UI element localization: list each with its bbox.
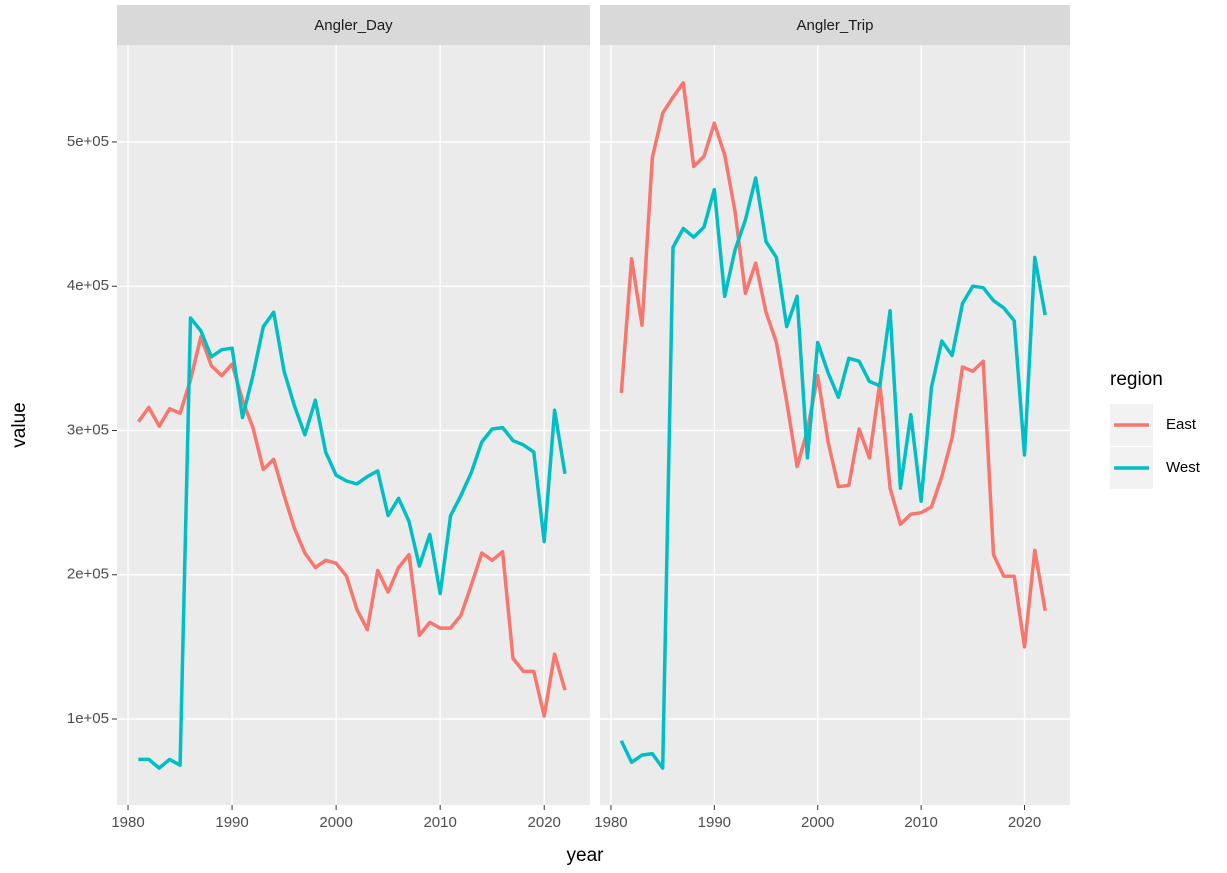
series-line — [619, 81, 1047, 649]
y-tick-label: 1e+05 — [67, 710, 109, 727]
x-tick-label: 2010 — [423, 814, 456, 831]
x-tick-label: 1990 — [215, 814, 248, 831]
y-axis-label: value — [9, 402, 30, 447]
x-tick-label: 2020 — [528, 814, 561, 831]
x-tick-label: 1980 — [594, 814, 627, 831]
series-line — [138, 310, 567, 770]
x-tick-label: 2000 — [319, 814, 352, 831]
legend-label: East — [1166, 416, 1197, 433]
y-tick-label: 3e+05 — [67, 421, 109, 438]
legend-label: West — [1166, 459, 1201, 476]
series-line — [136, 334, 567, 718]
y-tick-label: 4e+05 — [67, 277, 109, 294]
x-tick-label: 1990 — [698, 814, 731, 831]
x-tick-label: 2020 — [1008, 814, 1041, 831]
strip-label: Angler_Trip — [797, 17, 874, 34]
strip-background — [117, 5, 590, 45]
panel-background — [600, 45, 1070, 805]
y-tick-label: 2e+05 — [67, 566, 109, 583]
x-tick-label: 1980 — [111, 814, 144, 831]
strip-label: Angler_Day — [314, 17, 393, 34]
x-tick-label: 2010 — [904, 814, 937, 831]
x-tick-label: 2000 — [801, 814, 834, 831]
series-line — [619, 176, 1047, 770]
panel-background — [117, 45, 590, 805]
strip-background — [600, 5, 1070, 45]
legend-title: region — [1110, 369, 1163, 390]
y-tick-label: 5e+05 — [67, 133, 109, 150]
x-axis-label: year — [567, 845, 605, 866]
